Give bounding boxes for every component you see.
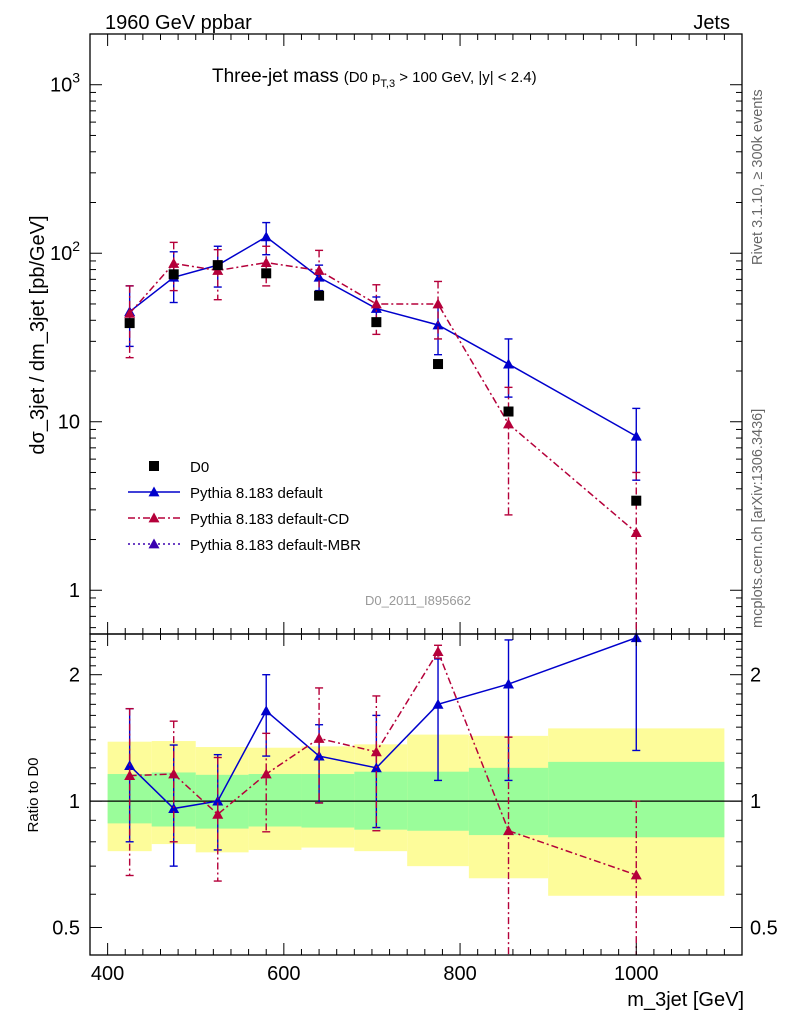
header-left: 1960 GeV ppbar (105, 12, 252, 34)
main-data-point (124, 318, 135, 329)
main-point-2 (313, 264, 325, 275)
mcplots-label: mcplots.cern.ch [arXiv:1306.3436] (750, 409, 766, 628)
ratio-point-0 (432, 698, 444, 709)
header-right: Jets (693, 12, 730, 34)
ratio-ytick-label-right: 0.5 (750, 917, 778, 939)
ratio-point-1 (212, 808, 224, 819)
ratio-point-0 (260, 705, 272, 716)
main-ytick-label: 1 (69, 580, 80, 602)
ratio-point-1 (432, 646, 444, 656)
ratio-band-inner (548, 761, 725, 838)
ratio-point-0 (503, 678, 515, 689)
legend-marker-3 (148, 538, 160, 549)
legend-marker-1 (148, 486, 160, 497)
legend-marker-0 (149, 461, 159, 471)
main-point-2 (630, 527, 642, 537)
legend-label-2: Pythia 8.183 default-CD (190, 511, 349, 528)
main-data-point (261, 268, 272, 279)
ratio-point-1 (260, 768, 272, 779)
ratio-ytick-label-right: 2 (750, 665, 761, 687)
xtick-label: 600 (267, 963, 300, 985)
ratio-ytick-label-left: 1 (69, 791, 80, 813)
main-point-2 (370, 298, 382, 309)
main-data-point (503, 406, 514, 417)
main-ytick-label: 10 (58, 412, 80, 434)
legend-label-1: Pythia 8.183 default (190, 485, 323, 502)
ratio-point-1 (124, 770, 136, 781)
main-panel: 1 10 102 103 (50, 33, 743, 635)
main-point-1 (432, 319, 444, 330)
ratio-ytick-label-left: 0.5 (52, 917, 80, 939)
main-data-point (314, 290, 325, 301)
main-point-2 (124, 307, 136, 318)
main-point-1 (630, 430, 642, 441)
legend: D0 Pythia 8.183 default Pythia 8.183 defau… (128, 459, 361, 554)
plot-title-prefix: (D0 p (344, 69, 381, 86)
ratio-band-inner (248, 774, 302, 827)
main-point-1 (503, 358, 515, 369)
ratio-frame (89, 633, 743, 956)
xlabel: m_3jet [GeV] (627, 989, 744, 1011)
main-data-point (212, 260, 223, 271)
main-data-point (631, 495, 642, 506)
legend-label-0: D0 (190, 459, 209, 476)
analysis-watermark: D0_2011_I895662 (365, 593, 471, 608)
plot-title-main: Three-jet mass (212, 66, 339, 87)
main-data-point (168, 269, 179, 280)
ratio-panel: 0.5 0.5 1 1 2 2 400 600 800 1000 (52, 632, 778, 985)
main-point-2 (432, 298, 444, 309)
rivet-label: Rivet 3.1.10, ≥ 300k events (750, 89, 766, 265)
xtick-label: 800 (443, 963, 476, 985)
ratio-point-1 (168, 768, 180, 779)
main-data-point (433, 359, 444, 370)
xtick-label: 1000 (614, 963, 659, 985)
ratio-ytick-label-left: 2 (69, 665, 80, 687)
ratio-ytick-label-right: 1 (750, 791, 761, 813)
main-ylabel: dσ_3jet / dm_3jet [pb/GeV] (27, 215, 49, 454)
ratio-ylabel: Ratio to D0 (25, 757, 42, 832)
ratio-point-1 (503, 825, 515, 836)
legend-marker-2 (148, 512, 160, 523)
ratio-point-0 (313, 750, 325, 761)
ratio-point-1 (370, 746, 382, 757)
main-point-1 (260, 231, 272, 242)
legend-label-3: Pythia 8.183 default-MBR (190, 537, 361, 554)
main-point-2 (503, 418, 515, 429)
plot-title-suffix: > 100 GeV, |y| < 2.4) (395, 69, 537, 86)
plot-title: Three-jet mass (D0 pT,3 > 100 GeV, |y| < … (212, 66, 537, 90)
main-data-point (371, 317, 382, 328)
main-ytick-label: 103 (50, 70, 80, 97)
ratio-point-1 (630, 869, 642, 880)
ratio-point-1 (313, 732, 325, 743)
ratio-point-0 (212, 795, 224, 806)
main-point-2 (168, 257, 180, 268)
xtick-label: 400 (91, 963, 124, 985)
main-ytick-label: 102 (50, 238, 80, 265)
plot-title-subscript: T,3 (380, 78, 395, 90)
main-point-2 (260, 257, 272, 267)
